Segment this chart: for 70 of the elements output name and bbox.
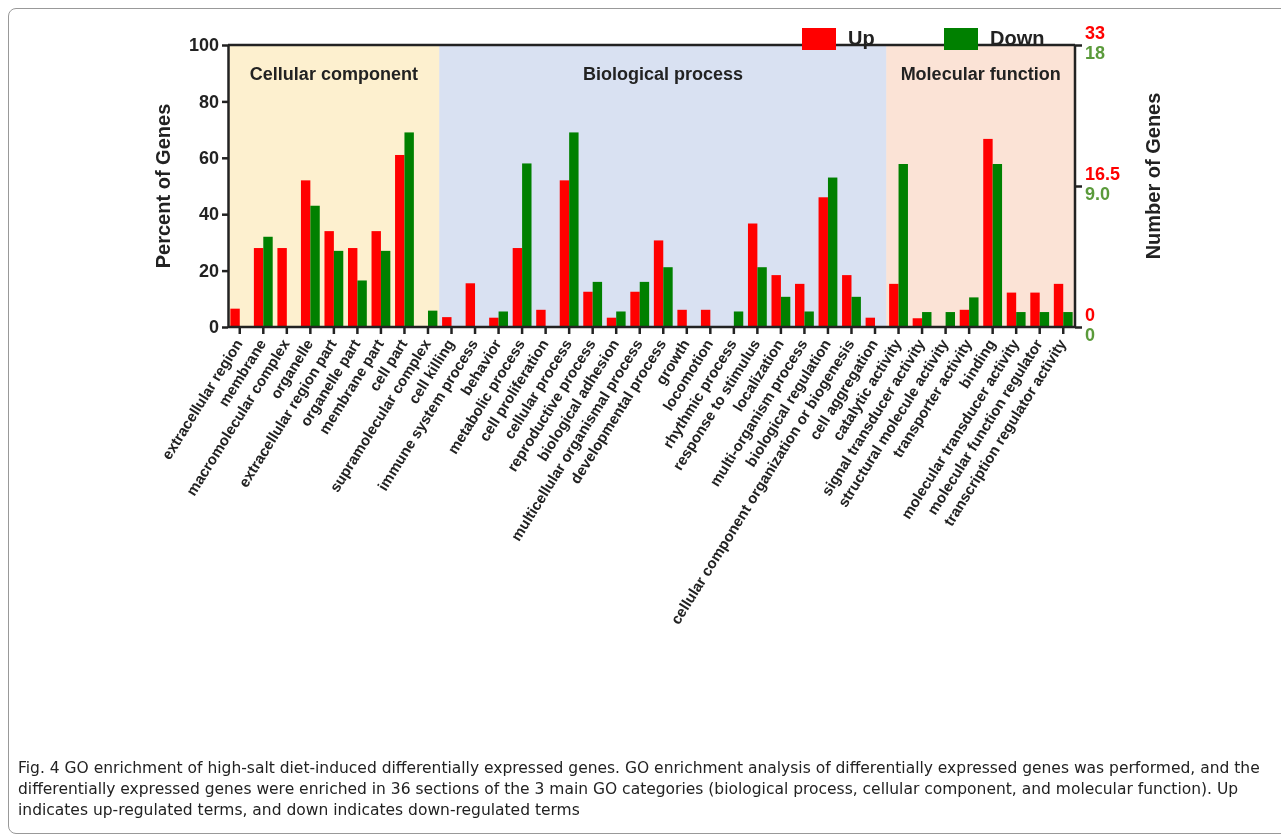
bar <box>583 291 593 327</box>
bar <box>512 248 523 327</box>
bar <box>795 283 805 327</box>
y-tick-label: 0 <box>208 317 219 338</box>
bar <box>616 311 626 327</box>
y2-tick-label: 16.5 <box>1085 163 1121 184</box>
bar <box>842 275 852 327</box>
bar <box>639 281 650 327</box>
bar <box>969 297 979 327</box>
y-axis-title: Percent of Genes <box>152 103 174 269</box>
bar <box>465 283 476 327</box>
bar <box>333 250 344 327</box>
bar <box>559 180 570 327</box>
y3-tick-label: 18 <box>1085 42 1106 63</box>
band-label: Biological process <box>582 64 744 84</box>
y-tick-label: 20 <box>198 260 219 281</box>
bar <box>498 311 508 327</box>
bar <box>263 236 273 327</box>
y-tick-label: 40 <box>198 204 219 225</box>
bar <box>851 296 861 327</box>
bar <box>653 240 664 327</box>
bar <box>324 231 334 327</box>
bar <box>592 281 603 327</box>
y2-axis-title: Number of Genes <box>1142 92 1164 260</box>
bar <box>569 132 579 327</box>
bar <box>404 132 414 327</box>
bar <box>347 248 358 327</box>
y2-tick-label: 0 <box>1085 304 1096 325</box>
band-label: Molecular function <box>900 64 1061 84</box>
bar <box>380 250 391 327</box>
bar <box>522 163 532 327</box>
bar <box>489 317 499 327</box>
bar <box>1016 312 1026 327</box>
bar <box>1053 283 1064 327</box>
bar <box>757 267 767 327</box>
bar <box>747 223 758 327</box>
bar <box>230 308 240 327</box>
bar <box>300 180 311 327</box>
bar <box>253 248 264 327</box>
bar <box>395 154 405 327</box>
bar <box>1006 292 1017 327</box>
bar <box>442 317 452 327</box>
y3-tick-label: 9.0 <box>1085 183 1111 204</box>
bar <box>733 311 744 327</box>
bar <box>371 231 381 327</box>
bar <box>771 275 781 327</box>
caption: Fig. 4 GO enrichment of high-salt diet-induced differentially expressed genes. GO enrichment analysis of differentially expressed genes was performed, and the differentially expressed genes were enriched in 36 sections of the 3 main GO categories (biological process, cellular component, and molecular function). Up indicates up-regulated terms, and down indicates down-regulated terms <box>18 758 1261 821</box>
y-tick-label: 100 <box>188 35 219 56</box>
bar <box>804 311 814 327</box>
bar <box>992 164 1003 327</box>
bar <box>277 248 287 327</box>
band-label: Cellular component <box>249 64 418 84</box>
bar <box>983 138 993 327</box>
bar <box>357 280 367 327</box>
y2-tick-label: 33 <box>1085 22 1106 43</box>
bar <box>1063 312 1073 327</box>
bar <box>630 291 640 327</box>
bar <box>677 309 687 327</box>
bar <box>663 267 673 327</box>
bar <box>898 164 908 327</box>
y-tick-label: 60 <box>198 148 219 169</box>
bar <box>780 296 791 327</box>
bar <box>1030 292 1040 327</box>
bar <box>827 177 838 327</box>
bar <box>536 309 546 327</box>
y-tick-label: 80 <box>198 91 219 112</box>
bar <box>818 197 828 327</box>
y3-tick-label: 0 <box>1085 324 1096 345</box>
bar <box>889 283 899 327</box>
bar <box>310 205 320 327</box>
